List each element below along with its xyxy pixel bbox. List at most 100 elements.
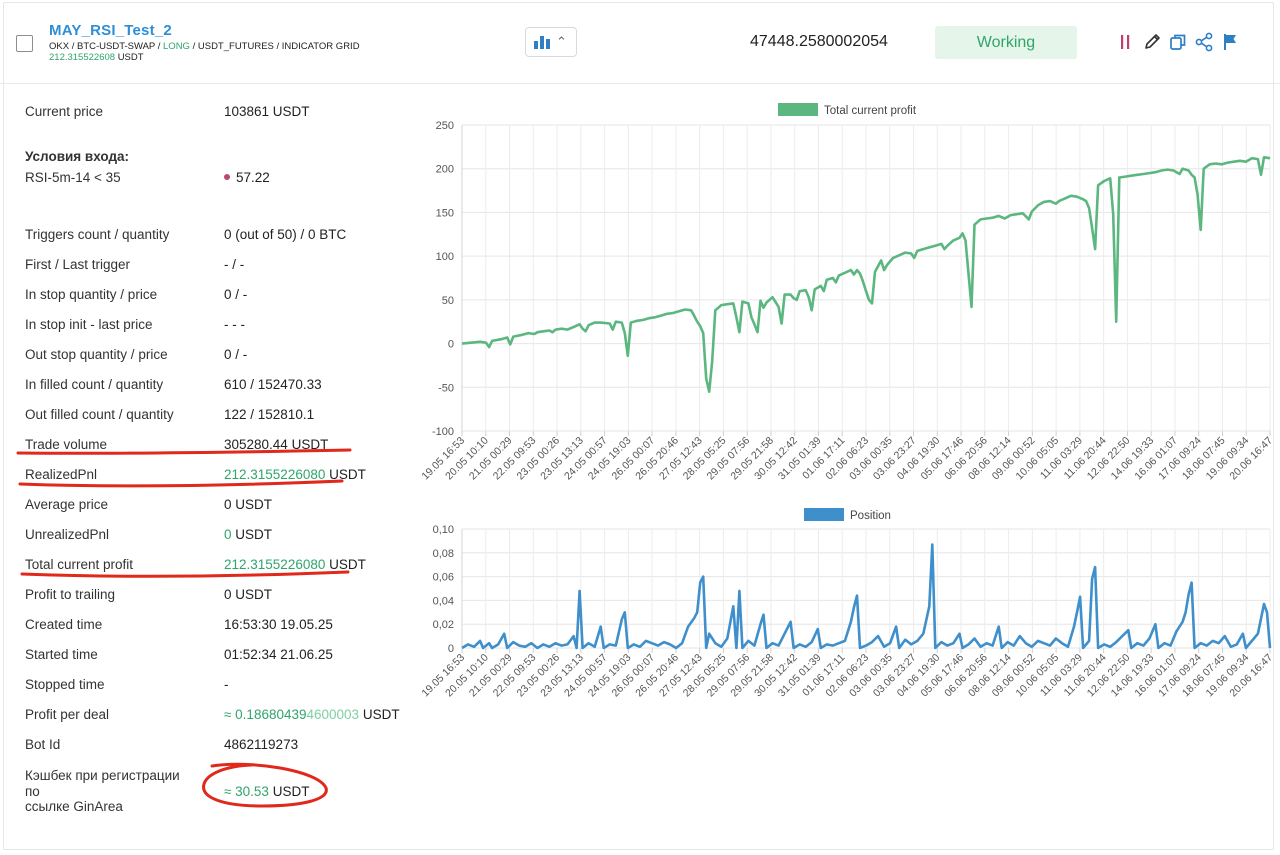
y-tick-label: 100 <box>436 251 454 263</box>
bot-card <box>3 2 1274 850</box>
indicator-value: 57.22 <box>236 170 270 185</box>
copy-icon[interactable] <box>1167 31 1189 53</box>
y-tick-label: -100 <box>432 426 454 438</box>
label: In filled count / quantity <box>25 377 164 392</box>
value: 305280.44 USDT <box>224 437 329 452</box>
label: Trade volume <box>25 437 108 452</box>
balance-value: 212.315522608 <box>49 52 116 63</box>
legend-label: Position <box>850 510 891 522</box>
bot-header: MAY_RSI_Test_2 OKX / BTC-USDT-SWAP / LON… <box>0 0 1280 84</box>
label: Stopped time <box>25 677 105 692</box>
chevron-up-icon: ⌃ <box>556 34 567 49</box>
y-tick-label: 0,02 <box>433 619 454 631</box>
y-tick-label: 0,08 <box>433 548 454 560</box>
label: Triggers count / quantity <box>25 227 170 242</box>
legend: Total current profit <box>778 103 917 117</box>
label: Total current profit <box>25 557 134 572</box>
y-tick-label: 0,06 <box>433 572 454 584</box>
value: 0 USDT <box>224 527 272 542</box>
series-line <box>461 543 1272 650</box>
value: - / - <box>224 257 245 272</box>
ginarea-link[interactable]: ссылке GinArea <box>25 799 123 814</box>
y-tick-label: 0,04 <box>433 595 454 607</box>
pnl-value: 212.3155226080 <box>224 467 326 482</box>
path-suffix: / USDT_FUTURES / INDICATOR GRID <box>189 41 360 52</box>
value: 0 / - <box>224 287 248 302</box>
share-icon[interactable] <box>1193 31 1215 53</box>
bot-path: OKX / BTC-USDT-SWAP / LONG / USDT_FUTURE… <box>49 41 360 52</box>
label: Условия входа: <box>25 149 130 164</box>
legend-label: Total current profit <box>824 105 917 117</box>
label: UnrealizedPnl <box>25 527 110 542</box>
chart-toggle-button[interactable]: ⌃ <box>525 27 577 57</box>
legend-swatch <box>804 508 844 521</box>
path-prefix: OKX / BTC-USDT-SWAP / <box>49 41 164 52</box>
profit-value: 0.18680439 <box>235 707 307 722</box>
direction-label: LONG <box>163 41 190 52</box>
label: RSI-5m-14 < 35 <box>25 170 121 185</box>
value: - <box>224 677 229 692</box>
balance-unit: USDT <box>117 52 144 63</box>
label: Кэшбек при регистрации <box>25 768 180 783</box>
y-tick-label: 0 <box>448 643 454 655</box>
y-tick-label: 0 <box>448 339 454 351</box>
value: ≈ 0.186804394600003 USDT <box>224 707 400 722</box>
unit: USDT <box>329 467 366 482</box>
status-badge: Working <box>935 26 1077 59</box>
profit-value: 212.3155226080 <box>224 557 326 572</box>
flag-icon[interactable] <box>1219 31 1241 53</box>
label: Profit to trailing <box>25 587 116 602</box>
y-tick-label: 250 <box>436 120 454 132</box>
value: - - - <box>224 317 245 332</box>
legend: Position <box>804 508 891 522</box>
pnl-value: 0 <box>224 527 232 542</box>
unit: USDT <box>329 557 366 572</box>
indicator-dot <box>224 174 230 181</box>
y-tick-label: 150 <box>436 207 454 219</box>
label: Average price <box>25 497 109 512</box>
value: 122 / 152810.1 <box>224 407 315 422</box>
label: Out filled count / quantity <box>25 407 174 422</box>
label: First / Last trigger <box>25 257 131 272</box>
label: Out stop quantity / price <box>25 347 168 362</box>
label: Profit per deal <box>25 707 110 722</box>
series-line <box>461 156 1271 393</box>
label: In stop quantity / price <box>25 287 158 302</box>
unit: USDT <box>235 527 273 542</box>
y-tick-label: -50 <box>438 382 454 394</box>
edit-icon[interactable] <box>1141 31 1163 53</box>
label: In stop init - last price <box>25 317 153 332</box>
label-continued: по <box>25 784 40 799</box>
value: 212.3155226080 USDT <box>224 557 366 572</box>
bar-chart-icon <box>534 36 550 49</box>
label: Current price <box>25 104 104 119</box>
y-tick-label: 200 <box>436 164 454 176</box>
value: 01:52:34 21.06.25 <box>224 647 333 662</box>
bot-balance: 212.315522608 USDT <box>49 52 144 63</box>
label: Started time <box>25 647 98 662</box>
value: 103861 USDT <box>224 104 310 119</box>
label: RealizedPnl <box>25 467 98 482</box>
y-tick-label: 0,10 <box>433 524 454 536</box>
value: 0 USDT <box>224 587 273 602</box>
value: 0 (out of 50) / 0 BTC <box>224 227 347 242</box>
approx-sign: ≈ <box>224 707 236 722</box>
profit-value-tail: 4600003 <box>306 707 360 722</box>
select-checkbox[interactable] <box>16 35 33 52</box>
unit: USDT <box>272 784 310 799</box>
value: 16:53:30 19.05.25 <box>224 617 333 632</box>
value: 610 / 152470.33 <box>224 377 322 392</box>
header-value: 47448.2580002054 <box>750 33 888 50</box>
label: Bot Id <box>25 737 61 752</box>
y-tick-label: 50 <box>442 295 454 307</box>
bot-name-link[interactable]: MAY_RSI_Test_2 <box>49 22 172 39</box>
pause-icon[interactable] <box>1115 31 1137 53</box>
value: ≈ 30.53 USDT <box>224 784 309 799</box>
value: 57.22 <box>224 170 270 185</box>
legend-swatch <box>778 103 818 116</box>
cashback-value: ≈ 30.53 <box>224 784 269 799</box>
value: 0 USDT <box>224 497 273 512</box>
label: Created time <box>25 617 103 632</box>
